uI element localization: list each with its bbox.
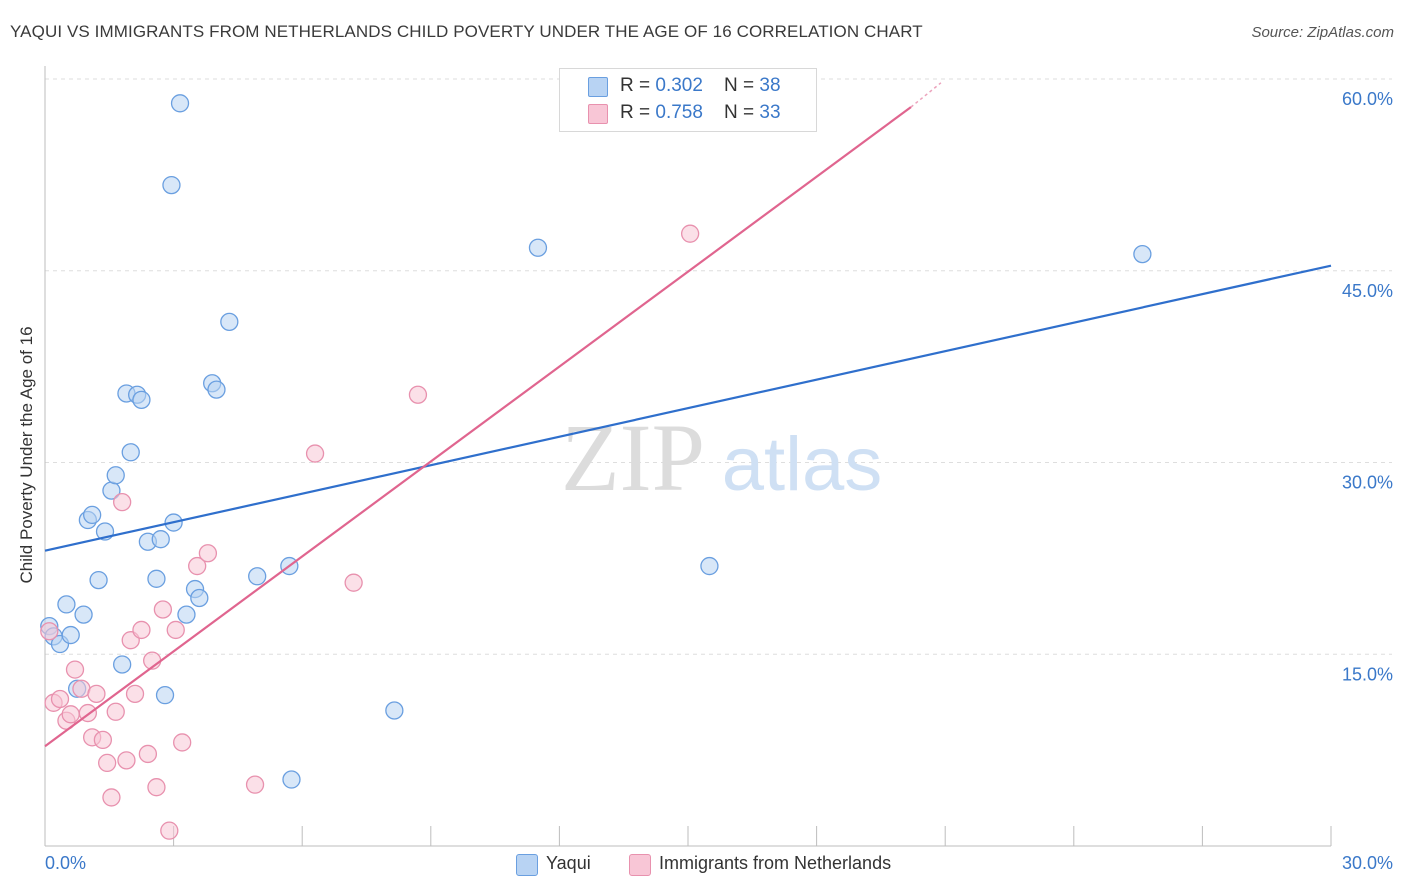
yaqui-point (106, 466, 125, 485)
netherlands-swatch (588, 104, 608, 124)
netherlands-points (40, 224, 700, 840)
netherlands-point (166, 620, 185, 640)
watermark-zip: ZIP (561, 404, 705, 511)
yaqui-swatch (588, 77, 608, 97)
netherlands-point (93, 730, 113, 750)
netherlands-point (87, 684, 106, 704)
netherlands-point (125, 684, 145, 704)
yaqui-point (170, 94, 190, 113)
n-value: 33 (759, 102, 781, 123)
y-tick-label: 30.0% (1342, 473, 1393, 493)
r-value: 0.302 (655, 75, 703, 96)
netherlands-trend-extension (910, 82, 942, 108)
netherlands-point (173, 733, 192, 752)
yaqui-point (700, 556, 719, 576)
yaqui-point (528, 238, 548, 257)
netherlands-point (113, 492, 132, 512)
netherlands-point (106, 702, 125, 721)
yaqui-point (220, 312, 239, 332)
yaqui-point (151, 530, 170, 549)
netherlands-point (188, 556, 207, 576)
netherlands-point (198, 544, 218, 563)
yaqui-point (83, 505, 102, 525)
netherlands-point (98, 753, 117, 773)
yaqui-point (61, 625, 80, 645)
grid-lines (45, 78, 1392, 655)
n-value: 38 (759, 75, 781, 96)
netherlands-point (344, 573, 363, 592)
netherlands-point (40, 622, 59, 641)
yaqui-point (57, 595, 76, 614)
netherlands-point (102, 788, 121, 807)
watermark: ZIP atlas (561, 404, 882, 511)
yaqui-point (1133, 244, 1152, 264)
yaqui-point (190, 588, 209, 608)
yaqui-point (162, 175, 181, 195)
yaqui-trend-line (44, 264, 1332, 552)
n-label: N = (724, 75, 760, 96)
netherlands-point (408, 385, 428, 404)
legend-label: Immigrants from Netherlands (659, 853, 892, 873)
chart-title: YAQUI VS IMMIGRANTS FROM NETHERLANDS CHI… (10, 22, 923, 41)
yaqui-point (113, 655, 132, 674)
x-tick-label: 0.0% (45, 853, 86, 873)
netherlands-point (138, 744, 158, 764)
n-label: N = (724, 102, 760, 123)
y-tick-label: 60.0% (1342, 89, 1393, 109)
yaqui-point (74, 605, 93, 624)
netherlands-point (117, 751, 136, 770)
tick-labels: 15.0% 30.0% 45.0% 60.0% 0.0% 30.0% (45, 89, 1393, 873)
legend-label: Yaqui (546, 853, 591, 873)
yaqui-point (155, 686, 175, 705)
yaqui-point (282, 770, 301, 789)
x-tick-label: 30.0% (1342, 853, 1393, 873)
yaqui-point (385, 701, 404, 720)
netherlands-point (147, 778, 166, 797)
netherlands-point (680, 224, 700, 243)
source-credit: Source: ZipAtlas.com (1251, 24, 1394, 41)
series-legend: Yaqui Immigrants from Netherlands (0, 852, 1406, 878)
netherlands-legend-swatch (629, 854, 651, 876)
yaqui-point (207, 380, 226, 399)
netherlands-point (305, 444, 325, 463)
netherlands-trend-line (44, 106, 912, 748)
watermark-atlas: atlas (722, 422, 883, 507)
netherlands-point (65, 660, 85, 679)
yaqui-point (147, 569, 166, 588)
netherlands-point (50, 689, 70, 709)
yaqui-point (132, 390, 151, 410)
trend-lines (44, 82, 1332, 748)
stats-legend: R = 0.302 N = 38 R = 0.758 N = 33 (559, 68, 817, 132)
r-value: 0.758 (655, 102, 703, 123)
netherlands-point (61, 705, 80, 724)
netherlands-point (245, 775, 265, 794)
r-label: R = (620, 102, 656, 123)
y-tick-label: 15.0% (1342, 664, 1393, 684)
y-tick-label: 45.0% (1342, 281, 1393, 301)
yaqui-legend-swatch (516, 854, 538, 876)
yaqui-point (248, 567, 267, 586)
netherlands-point (160, 821, 179, 840)
yaqui-point (177, 605, 196, 624)
r-label: R = (620, 75, 656, 96)
netherlands-point (132, 620, 151, 640)
yaqui-point (89, 570, 108, 590)
netherlands-point (153, 600, 173, 619)
yaqui-point (121, 443, 140, 462)
